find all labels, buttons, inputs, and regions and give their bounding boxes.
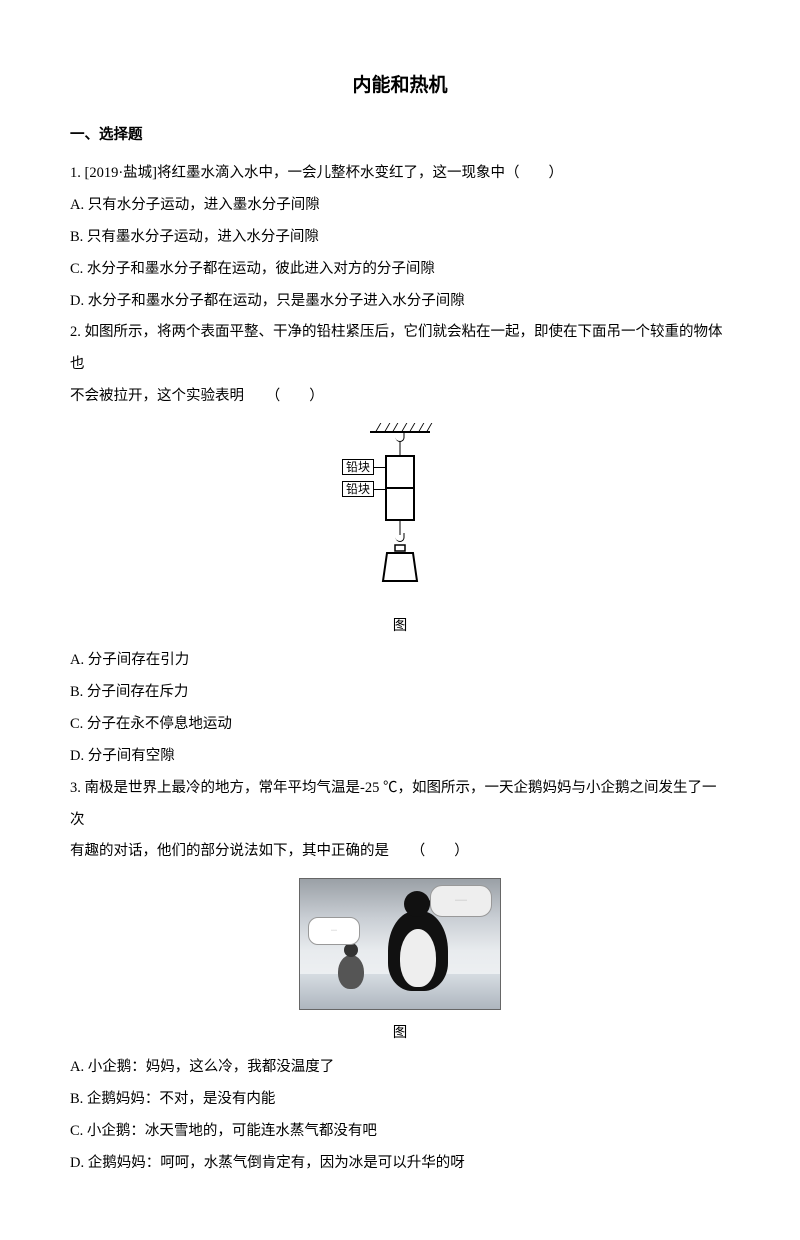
q3-figure: ··· ······ <box>70 878 730 1015</box>
q2-option-b: B. 分子间存在斥力 <box>70 677 730 709</box>
q2-stem-line2: 不会被拉开，这个实验表明 （ ） <box>70 381 730 413</box>
weight-icon <box>381 543 419 588</box>
q3-option-c: C. 小企鹅：冰天雪地的，可能连水蒸气都没有吧 <box>70 1116 730 1148</box>
q3-stem-line1: 3. 南极是世界上最冷的地方，常年平均气温是-25 ℃，如图所示，一天企鹅妈妈与… <box>70 773 730 837</box>
q1-option-d: D. 水分子和墨水分子都在运动，只是墨水分子进入水分子间隙 <box>70 286 730 318</box>
q1-option-c: C. 水分子和墨水分子都在运动，彼此进入对方的分子间隙 <box>70 254 730 286</box>
page-title: 内能和热机 <box>70 70 730 97</box>
q2-option-c: C. 分子在永不停息地运动 <box>70 709 730 741</box>
q1-option-a: A. 只有水分子运动，进入墨水分子间隙 <box>70 190 730 222</box>
adult-penguin-icon <box>388 911 448 991</box>
q2-figure: 铅块 铅块 <box>70 423 730 608</box>
q2-stem-line1: 2. 如图所示，将两个表面平整、干净的铅柱紧压后，它们就会粘在一起，即使在下面吊… <box>70 317 730 381</box>
section-heading: 一、选择题 <box>70 123 730 144</box>
rope-icon <box>400 441 401 455</box>
hook2-icon <box>396 533 405 542</box>
q3-caption: 图 <box>70 1021 730 1042</box>
lead-block-2 <box>385 487 415 521</box>
lead-block-1 <box>385 455 415 489</box>
q3-option-a: A. 小企鹅：妈妈，这么冷，我都没温度了 <box>70 1052 730 1084</box>
leader-line-1-icon <box>374 467 386 468</box>
thought-bubble-right-icon: ······ <box>430 885 492 917</box>
q3-stem-line2: 有趣的对话，他们的部分说法如下，其中正确的是 （ ） <box>70 836 730 868</box>
penguin-photo: ··· ······ <box>299 878 501 1010</box>
q1-stem: 1. [2019·盐城]将红墨水滴入水中，一会儿整杯水变红了，这一现象中（ ） <box>70 158 730 190</box>
q3-option-d: D. 企鹅妈妈：呵呵，水蒸气倒肯定有，因为冰是可以升华的呀 <box>70 1148 730 1180</box>
ceiling-icon <box>370 423 430 433</box>
leader-line-2-icon <box>374 489 386 490</box>
lead-column-diagram: 铅块 铅块 <box>340 423 460 603</box>
q2-caption: 图 <box>70 614 730 635</box>
page: 内能和热机 一、选择题 1. [2019·盐城]将红墨水滴入水中，一会儿整杯水变… <box>0 0 800 1240</box>
q1-option-b: B. 只有墨水分子运动，进入水分子间隙 <box>70 222 730 254</box>
chick-penguin-icon <box>338 955 364 989</box>
q3-option-b: B. 企鹅妈妈：不对，是没有内能 <box>70 1084 730 1116</box>
lead-label-2: 铅块 <box>342 481 374 497</box>
lead-label-1: 铅块 <box>342 459 374 475</box>
q2-option-d: D. 分子间有空隙 <box>70 741 730 773</box>
speech-bubble-left-icon: ··· <box>308 917 360 945</box>
q2-option-a: A. 分子间存在引力 <box>70 645 730 677</box>
